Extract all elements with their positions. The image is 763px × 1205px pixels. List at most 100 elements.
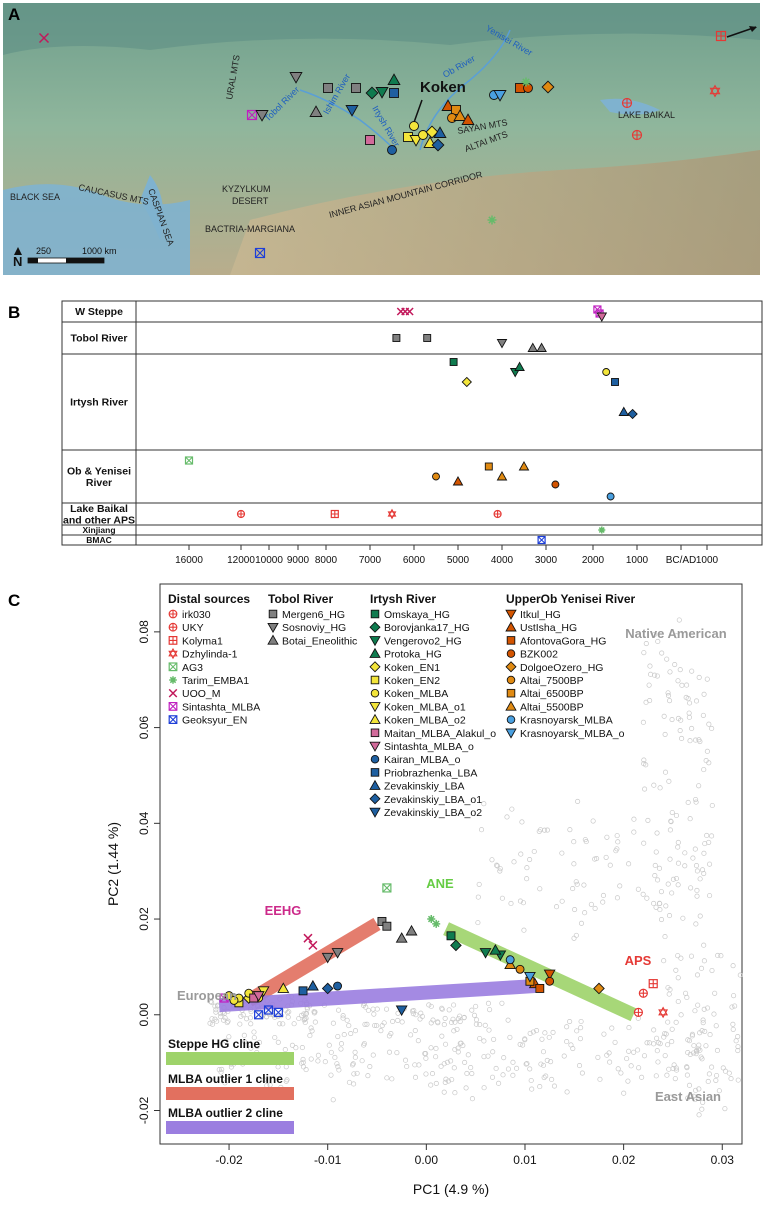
legend-marker [369, 636, 381, 647]
east-asian-label: East Asian [655, 1089, 721, 1104]
reference-sample [209, 1021, 215, 1027]
reference-sample [735, 1044, 741, 1050]
reference-sample [693, 1051, 699, 1057]
map-site-marker [389, 88, 399, 98]
reference-sample [715, 952, 721, 959]
reference-sample [548, 1059, 554, 1065]
pca-sample-point [450, 939, 462, 952]
reference-sample [541, 1074, 547, 1081]
reference-sample [612, 1039, 618, 1045]
reference-sample [641, 840, 647, 846]
reference-sample [621, 1090, 627, 1096]
timeline-sample-marker [537, 535, 546, 545]
reference-sample [527, 1066, 533, 1072]
pca-sample-point [277, 982, 290, 993]
legend-marker [505, 609, 517, 620]
reference-sample [354, 1070, 360, 1076]
reference-sample [254, 1043, 260, 1049]
reference-sample [697, 913, 703, 919]
reference-sample [609, 1025, 615, 1031]
legend-marker [168, 662, 178, 672]
reference-sample [636, 1065, 642, 1071]
reference-sample [461, 1014, 467, 1020]
reference-sample [462, 1059, 468, 1065]
reference-sample [664, 1072, 670, 1078]
reference-sample [209, 999, 215, 1005]
reference-sample [426, 1002, 432, 1008]
reference-sample [662, 731, 668, 737]
reference-sample [661, 958, 667, 964]
reference-sample [728, 1076, 734, 1082]
reference-sample [663, 903, 669, 909]
map-site-marker [365, 135, 375, 145]
reference-sample [732, 1003, 738, 1009]
reference-sample [669, 1026, 675, 1032]
reference-sample [291, 1021, 297, 1027]
reference-sample [559, 898, 565, 904]
reference-sample [518, 851, 524, 857]
legend-marker [169, 676, 177, 684]
reference-sample [551, 1083, 558, 1089]
reference-sample [696, 1112, 702, 1118]
reference-sample [718, 953, 724, 959]
reference-sample [698, 965, 705, 971]
reference-sample [248, 1021, 254, 1027]
reference-sample [524, 876, 530, 882]
reference-sample [675, 839, 681, 846]
reference-sample [582, 910, 588, 916]
reference-sample [517, 1041, 523, 1047]
reference-sample [455, 1049, 461, 1055]
reference-sample [678, 955, 684, 961]
ob-river-line [419, 29, 511, 151]
reference-sample [330, 1020, 336, 1026]
reference-sample [628, 1063, 634, 1069]
reference-sample [277, 1021, 283, 1027]
reference-sample [678, 1012, 684, 1018]
reference-sample [639, 1074, 645, 1080]
reference-sample [332, 1054, 338, 1061]
reference-sample [451, 1002, 457, 1008]
legend-entry-label: irk030 [182, 609, 211, 621]
reference-sample [709, 725, 715, 732]
reference-sample [693, 921, 699, 927]
reference-sample [464, 1070, 470, 1076]
reference-sample [711, 1011, 717, 1017]
reference-sample [299, 1045, 305, 1051]
reference-sample [241, 1032, 247, 1038]
reference-sample [669, 1039, 675, 1045]
reference-sample [700, 1020, 706, 1026]
legend-entry-label: Kolyma1 [182, 635, 223, 647]
pca-sample-point [306, 979, 319, 991]
reference-sample [574, 881, 580, 887]
pca-sample-point [273, 1007, 283, 1017]
reference-sample [665, 1042, 671, 1048]
x-axis-tick-label: 0.00 [415, 1153, 439, 1167]
reference-sample [669, 890, 675, 896]
legend-entry-label: Maitan_MLBA_Alakul_o [384, 728, 496, 740]
reference-sample [673, 812, 679, 819]
x-axis-tick-label: 0.01 [513, 1153, 537, 1167]
map-site-marker [715, 30, 727, 42]
reference-sample [654, 1035, 660, 1041]
reference-sample [705, 1078, 711, 1085]
reference-sample [672, 661, 678, 668]
reference-sample [491, 1036, 497, 1042]
reference-sample [592, 856, 598, 862]
timeline-axis-tick-label: BC/AD [666, 555, 697, 566]
pca-sample-point [303, 933, 313, 943]
koken-label: Koken [420, 79, 466, 96]
reference-sample [666, 913, 673, 919]
legend-header: UpperOb Yenisei River [506, 592, 635, 606]
reference-sample [706, 760, 712, 766]
legend-marker [370, 754, 380, 764]
reference-sample [687, 738, 693, 744]
reference-sample [570, 886, 576, 892]
reference-sample [631, 829, 637, 835]
reference-sample [583, 839, 589, 845]
reference-sample [522, 1036, 528, 1042]
legend-marker [370, 688, 380, 698]
reference-sample [482, 1022, 488, 1028]
reference-sample [443, 1076, 449, 1082]
reference-sample [687, 816, 693, 822]
reference-sample [468, 1065, 474, 1071]
